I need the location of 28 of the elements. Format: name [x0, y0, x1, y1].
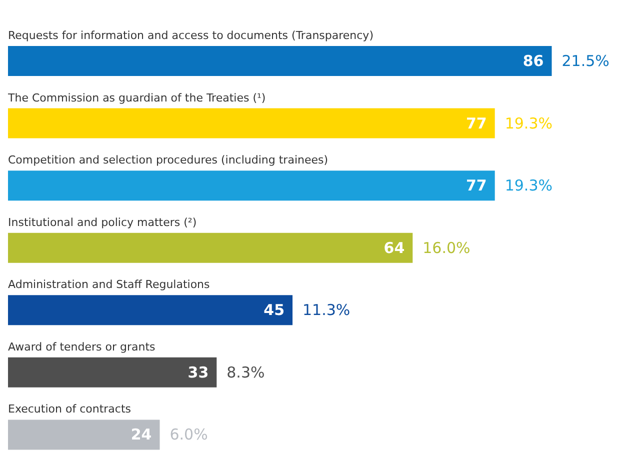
y-tick-label: Competition and selection procedures (including trainees) — [8, 154, 328, 167]
annotation: 19.3% — [504, 176, 552, 195]
y-tick-label: Execution of contracts — [8, 402, 132, 416]
annotation: 19.3% — [504, 114, 552, 132]
bar — [8, 295, 293, 326]
y-tick-label: Award of tenders or grants — [8, 340, 156, 354]
bar — [8, 170, 495, 201]
data-label: 86 — [522, 52, 544, 70]
y-tick-label: Institutional and policy matters (²) — [8, 216, 197, 229]
annotation: 16.0% — [422, 238, 470, 257]
y-tick-label: The Commission as guardian of the Treaties (¹) — [7, 91, 266, 104]
bar — [8, 46, 552, 76]
data-label: 24 — [130, 426, 152, 444]
annotation: 11.3% — [302, 301, 350, 320]
data-label: 64 — [384, 238, 405, 257]
annotation: 21.5% — [562, 52, 610, 70]
data-label: 45 — [264, 301, 285, 320]
annotation: 8.3% — [226, 363, 265, 382]
data-label: 33 — [188, 363, 209, 382]
bar — [8, 420, 160, 450]
y-tick-label: Requests for information and access to documents (Transparency) — [8, 29, 374, 42]
bar — [8, 232, 413, 263]
data-label: 77 — [466, 114, 487, 132]
y-tick-label: Administration and Staff Regulations — [8, 278, 210, 292]
bar — [8, 357, 217, 388]
annotation: 6.0% — [170, 426, 208, 444]
data-label: 77 — [466, 176, 487, 195]
bar — [8, 108, 495, 138]
